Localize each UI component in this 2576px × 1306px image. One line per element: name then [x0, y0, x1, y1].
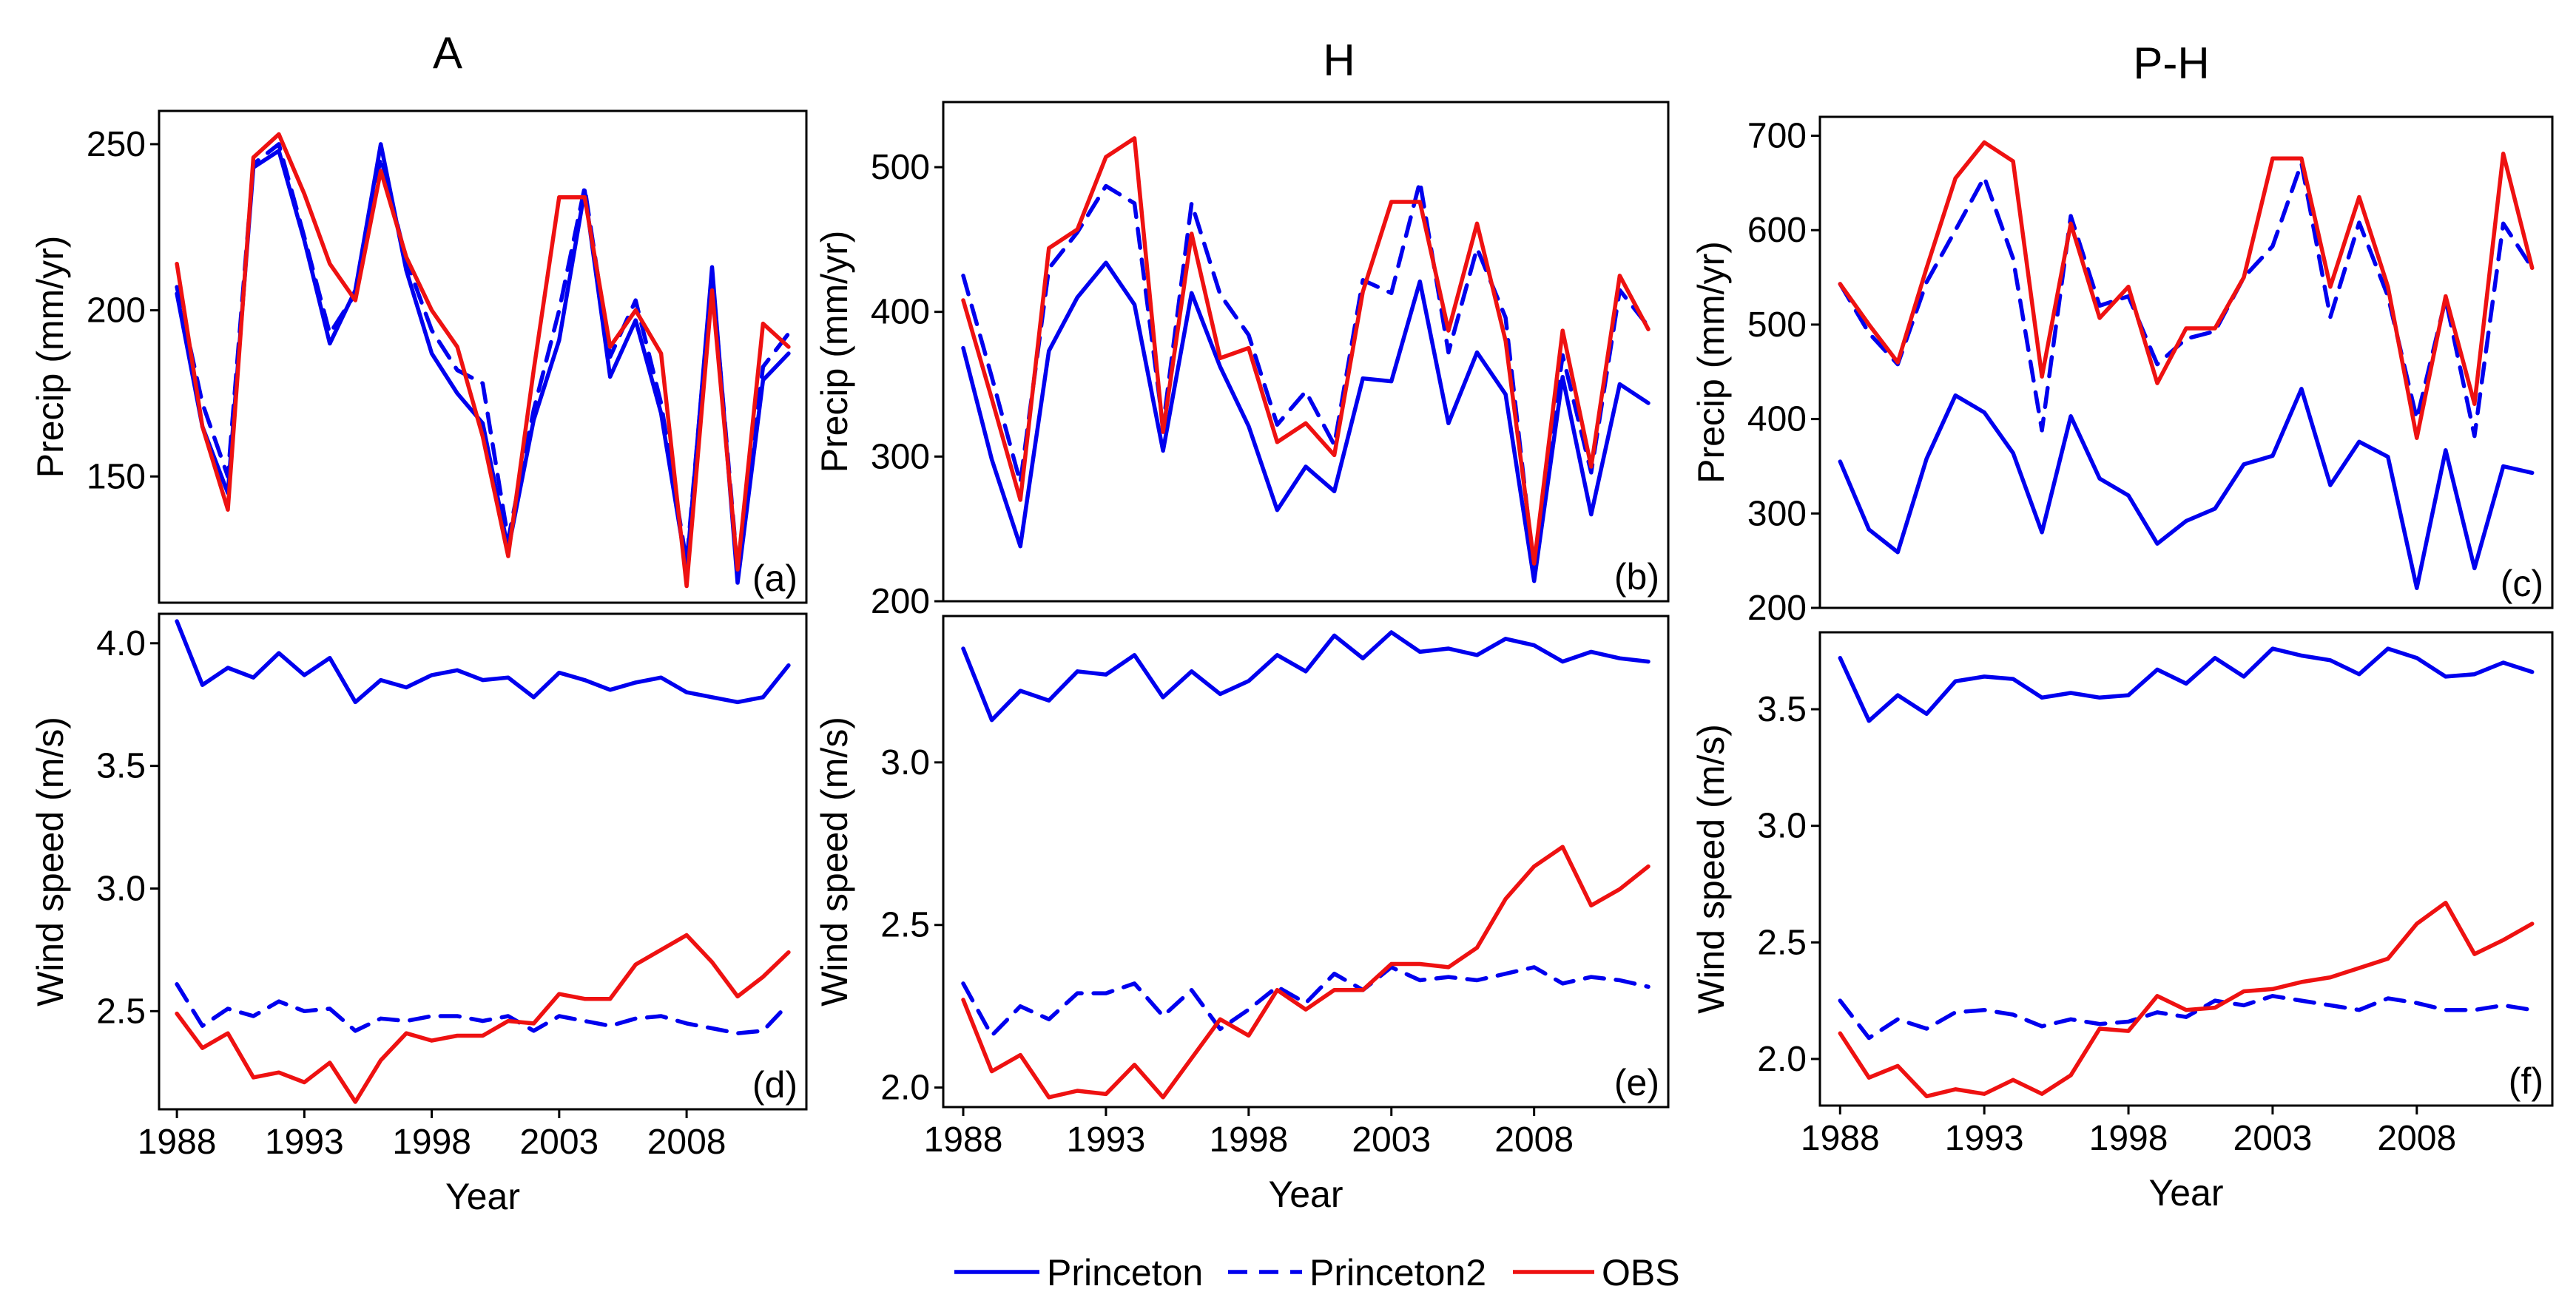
y-tick-label: 300 [1747, 494, 1807, 533]
x-tick-label: 1988 [138, 1123, 217, 1162]
y-axis-title-d: Wind speed (m/s) [30, 717, 71, 1006]
panels: 150 200 250 Precip (mm/yr) (a) 200 300 400 500 Pr… [30, 101, 2554, 1217]
y-axis-title-a: Precip (mm/yr) [30, 236, 71, 478]
y-tick-label: 200 [87, 291, 146, 331]
series-obs-d [175, 933, 791, 1104]
x-axis-title-f: Year [2148, 1172, 2223, 1214]
panel-tag-c: (c) [2501, 563, 2543, 604]
y-tick-label: 200 [1747, 589, 1807, 628]
panel-frame-e [942, 615, 1670, 1109]
x-tick-label: 1993 [1067, 1120, 1146, 1160]
y-tick-label: 2.5 [96, 992, 146, 1031]
y-axis-title-e: Wind speed (m/s) [814, 717, 855, 1006]
series-princeton-d [175, 619, 791, 705]
column-title-p-h: P-H [2133, 38, 2209, 88]
legend-label-princeton: Princeton [1047, 1252, 1203, 1293]
series-obs-a [175, 132, 791, 589]
series-princeton2-f [1838, 994, 2535, 1041]
y-axis-title-c: Precip (mm/yr) [1690, 241, 1732, 484]
y-tick-label: 2.5 [1757, 923, 1807, 962]
panel-d: 2.5 3.0 3.5 4.0 1988 1993 1998 2003 2008 Year Wind… [30, 612, 808, 1217]
x-axis-title-d: Year [445, 1176, 520, 1217]
legend: Princeton Princeton2 OBS [954, 1252, 1680, 1293]
column-title-a: A [433, 28, 462, 78]
y-tick-label: 2.5 [880, 906, 930, 945]
panel-a: 150 200 250 Precip (mm/yr) (a) [30, 109, 808, 604]
series-princeton-e [961, 630, 1651, 723]
x-tick-label: 2008 [2377, 1119, 2456, 1158]
series-princeton2-c [1838, 160, 2535, 439]
y-tick-label: 400 [1747, 400, 1807, 439]
panel-e: 2.0 2.5 3.0 1988 1993 1998 2003 2008 Year Wind sp… [814, 615, 1670, 1215]
x-tick-label: 1998 [392, 1123, 471, 1162]
series-princeton2-b [961, 179, 1651, 573]
series-obs-e [961, 845, 1651, 1100]
panel-c: 200 300 400 500 600 700 Precip (mm/yr) (c) [1690, 115, 2554, 628]
series-princeton-b [961, 260, 1651, 583]
x-tick-label: 1998 [2089, 1119, 2168, 1158]
legend-label-obs: OBS [1602, 1252, 1680, 1293]
legend-label-princeton2: Princeton2 [1309, 1252, 1486, 1293]
x-tick-label: 2008 [647, 1123, 726, 1162]
x-tick-label: 1993 [1945, 1119, 2024, 1158]
y-tick-label: 300 [871, 437, 930, 476]
series-obs-f [1838, 900, 2535, 1099]
y-axis-title-b: Precip (mm/yr) [814, 231, 855, 473]
panel-tag-d: (d) [752, 1064, 798, 1106]
x-tick-label: 2003 [1352, 1120, 1431, 1160]
x-tick-label: 2003 [2233, 1119, 2313, 1158]
y-tick-label: 3.0 [880, 743, 930, 782]
series-princeton2-d [175, 982, 791, 1035]
y-tick-label: 400 [871, 293, 930, 332]
column-title-h: H [1323, 35, 1355, 85]
y-tick-label: 2.0 [880, 1069, 930, 1108]
y-tick-label: 600 [1747, 211, 1807, 250]
y-tick-label: 3.0 [1757, 807, 1807, 846]
panel-tag-a: (a) [752, 558, 798, 599]
panel-frame-d [158, 612, 808, 1111]
x-axis-title-e: Year [1268, 1174, 1343, 1215]
panel-tag-b: (b) [1614, 556, 1659, 598]
y-tick-label: 700 [1747, 117, 1807, 156]
y-tick-label: 250 [87, 125, 146, 164]
y-tick-label: 500 [871, 148, 930, 187]
y-tick-label: 500 [1747, 305, 1807, 345]
y-tick-label: 4.0 [96, 624, 146, 663]
series-princeton-f [1838, 646, 2535, 723]
y-tick-label: 150 [87, 457, 146, 496]
y-tick-label: 3.5 [1757, 690, 1807, 729]
panel-tag-f: (f) [2509, 1060, 2543, 1102]
series-princeton-c [1838, 387, 2535, 590]
x-tick-label: 1998 [1209, 1120, 1288, 1160]
panel-frame-a [158, 109, 808, 604]
panel-tag-e: (e) [1614, 1062, 1659, 1103]
panel-b: 200 300 400 500 Precip (mm/yr) (b) [814, 101, 1670, 621]
x-tick-label: 2008 [1494, 1120, 1574, 1160]
series-obs-c [1838, 140, 2535, 440]
y-tick-label: 3.0 [96, 869, 146, 908]
series-princeton-a [175, 142, 791, 585]
y-tick-label: 3.5 [96, 747, 146, 786]
x-tick-label: 2003 [519, 1123, 599, 1162]
panel-f: 2.0 2.5 3.0 3.5 1988 1993 1998 2003 2008 Year Wind… [1690, 631, 2554, 1214]
series-princeton2-a [175, 142, 791, 572]
panel-frame-f [1818, 631, 2554, 1107]
panel-frame-b [942, 101, 1670, 603]
y-axis-title-f: Wind speed (m/s) [1690, 724, 1732, 1014]
panel-frame-c [1818, 115, 2554, 609]
series-princeton2-e [961, 965, 1651, 1038]
series-obs-b [961, 136, 1651, 566]
x-tick-label: 1988 [1801, 1119, 1880, 1158]
y-tick-label: 200 [871, 582, 930, 621]
y-tick-label: 2.0 [1757, 1040, 1807, 1079]
x-tick-label: 1988 [924, 1120, 1003, 1160]
x-tick-label: 1993 [265, 1123, 344, 1162]
